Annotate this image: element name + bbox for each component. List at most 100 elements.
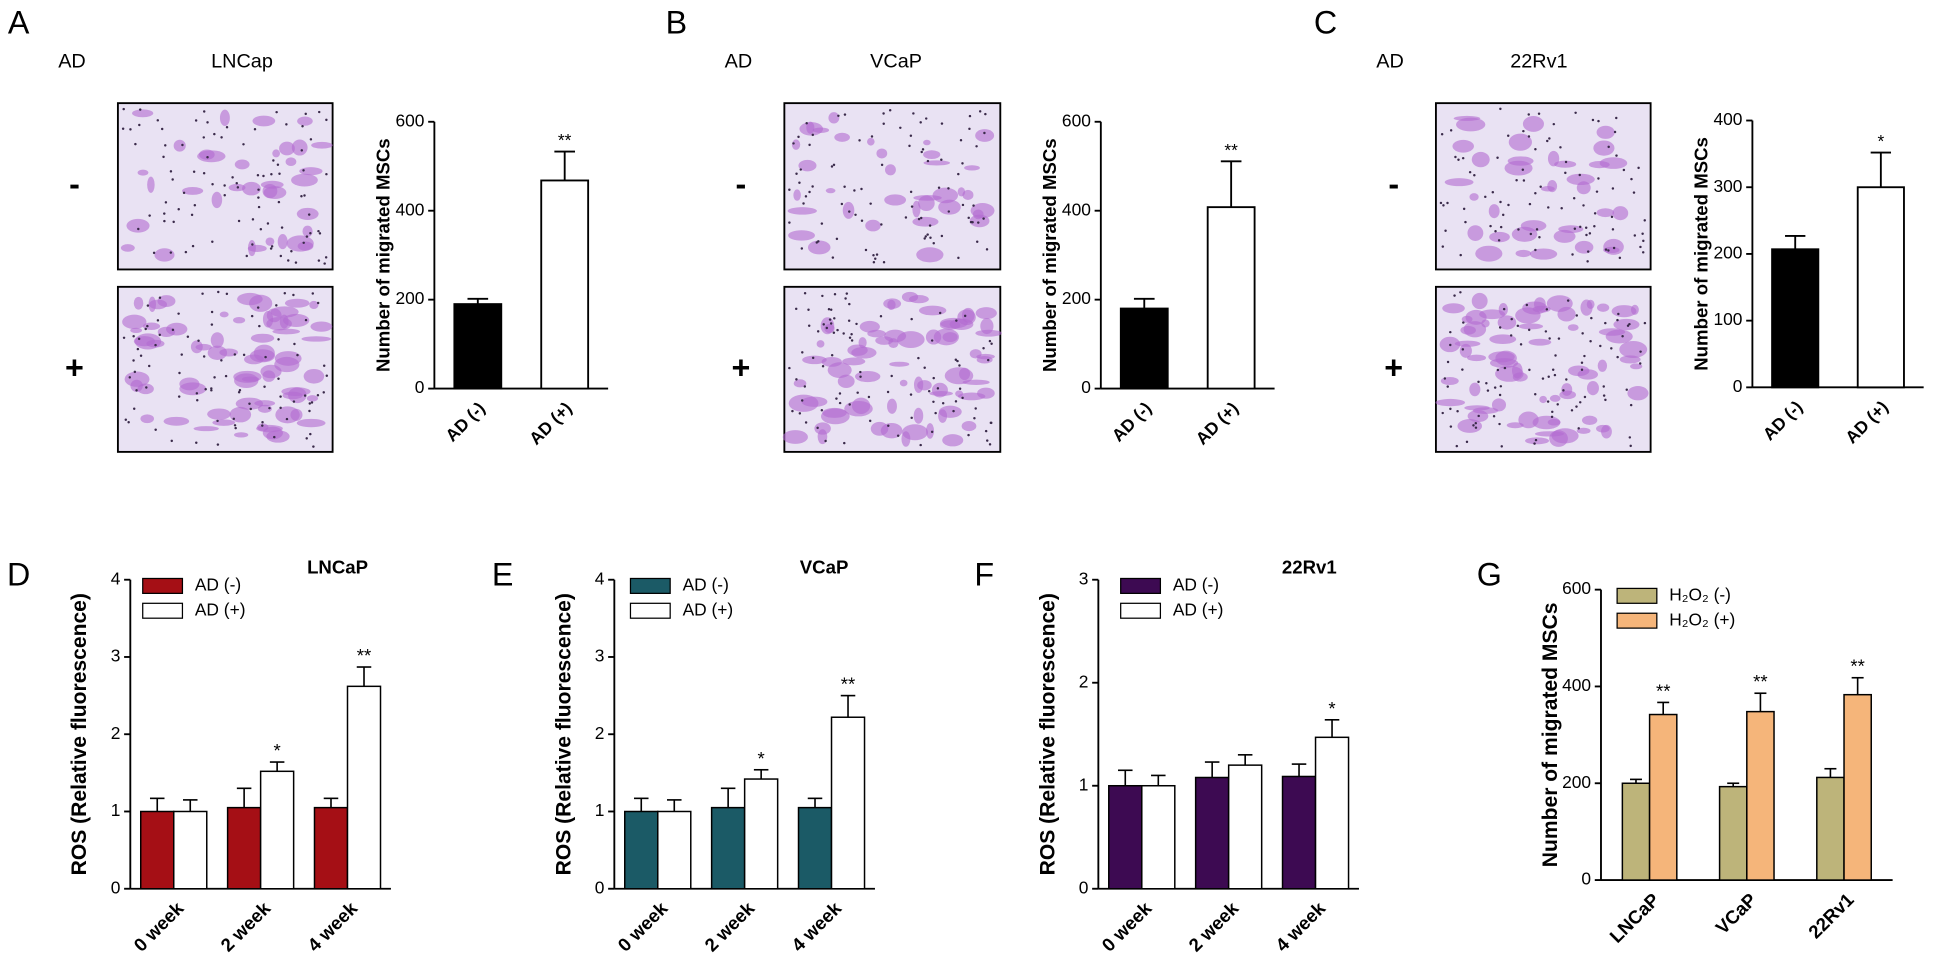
cell-blob <box>219 109 230 127</box>
pore-dot <box>251 243 254 246</box>
pore-dot <box>1499 107 1502 111</box>
pore-dot <box>169 251 173 254</box>
cell-blob <box>1440 377 1459 386</box>
y-tick-label: 1 <box>1079 774 1089 794</box>
pore-dot <box>1473 173 1476 177</box>
pore-dot <box>170 439 174 443</box>
pore-dot <box>798 181 801 184</box>
legend-swatch <box>142 602 184 619</box>
pore-dot <box>845 292 849 295</box>
pore-dot <box>1461 156 1465 160</box>
cell-blob <box>822 407 847 418</box>
cell-blob <box>1596 125 1615 139</box>
pore-dot <box>202 136 206 139</box>
micrograph <box>1434 285 1652 453</box>
pore-dot <box>1534 248 1537 252</box>
cell-blob <box>199 149 215 160</box>
pore-dot <box>1544 330 1548 333</box>
pore-dot <box>224 374 228 378</box>
cell-blob <box>933 328 959 346</box>
pore-dot <box>1586 260 1589 263</box>
pore-dot <box>139 354 143 357</box>
pore-dot <box>792 142 795 145</box>
significance: ** <box>1850 656 1864 677</box>
pore-dot <box>197 339 200 342</box>
legend-label: AD (-) <box>683 575 729 595</box>
pore-dot <box>210 387 213 390</box>
pore-dot <box>947 187 950 190</box>
pore-dot <box>1612 246 1616 250</box>
pore-dot <box>1449 407 1452 411</box>
pore-dot <box>984 112 987 116</box>
cell-blob <box>219 311 229 318</box>
chart-title: VCaP <box>800 556 849 577</box>
y-tick-label: 2 <box>111 723 121 743</box>
pore-dot <box>128 376 132 379</box>
y-axis-title: Number of migrated MSCs <box>373 138 394 372</box>
pore-dot <box>261 424 264 427</box>
cell-blob <box>247 240 256 257</box>
pore-dot <box>1486 389 1490 392</box>
pore-dot <box>285 123 288 126</box>
y-tick-label: 2 <box>1079 671 1089 691</box>
pore-dot <box>194 119 198 122</box>
x-tick-label: 2 week <box>1184 897 1242 955</box>
pore-dot <box>816 426 819 430</box>
pore-dot <box>888 109 892 112</box>
bar <box>624 810 659 890</box>
cell-blob <box>1597 359 1608 372</box>
pore-dot <box>817 240 820 243</box>
cell-blob <box>244 354 264 365</box>
y-tick-label: 3 <box>1079 568 1089 588</box>
cell-blob <box>252 115 276 127</box>
pore-dot <box>318 232 322 235</box>
pore-dot <box>1506 134 1510 138</box>
pore-dot <box>807 324 811 327</box>
pore-dot <box>1446 385 1449 388</box>
cell-blob <box>1558 225 1584 234</box>
cell-blob <box>806 121 815 134</box>
pore-dot <box>975 145 978 148</box>
cell-blob <box>1506 422 1524 429</box>
y-tick-label: 1 <box>595 800 605 820</box>
bar <box>1816 776 1845 881</box>
pore-dot <box>825 326 829 330</box>
pore-dot <box>1545 308 1549 311</box>
pore-dot <box>940 234 944 238</box>
pore-dot <box>1607 145 1610 149</box>
pore-dot <box>250 314 254 318</box>
pore-dot <box>152 251 156 255</box>
cell-blob <box>1435 398 1465 407</box>
cell-blob <box>887 299 896 311</box>
pore-dot <box>193 204 197 207</box>
cell-blob <box>980 318 994 335</box>
pore-dot <box>880 223 883 226</box>
pore-dot <box>1485 382 1488 385</box>
pore-dot <box>977 221 980 224</box>
x-tick-label: 0 week <box>614 897 672 955</box>
cell-blob <box>820 317 835 335</box>
pore-dot <box>1628 436 1632 439</box>
pore-dot <box>132 359 135 362</box>
pore-dot <box>196 398 199 402</box>
y-tick-label: 400 <box>1562 675 1591 695</box>
pore-dot <box>156 119 160 122</box>
cell-blob <box>880 422 903 439</box>
pore-dot <box>160 127 164 131</box>
cell-blob <box>1525 437 1550 445</box>
y-tick-label: 600 <box>1562 578 1591 598</box>
significance: ** <box>1224 140 1238 160</box>
pore-dot <box>1588 232 1592 235</box>
pore-dot <box>146 324 149 328</box>
panel-letter: C <box>1314 4 1337 40</box>
cell-blob <box>297 116 313 126</box>
cell-blob <box>1528 338 1552 346</box>
pore-dot <box>1527 113 1530 116</box>
pore-dot <box>300 149 304 152</box>
cell-blob <box>1566 173 1595 186</box>
pore-dot <box>220 359 223 362</box>
cell-blob <box>897 331 925 349</box>
legend-label: AD (-) <box>195 575 241 595</box>
cell-blob <box>234 432 249 438</box>
pore-dot <box>928 224 932 227</box>
